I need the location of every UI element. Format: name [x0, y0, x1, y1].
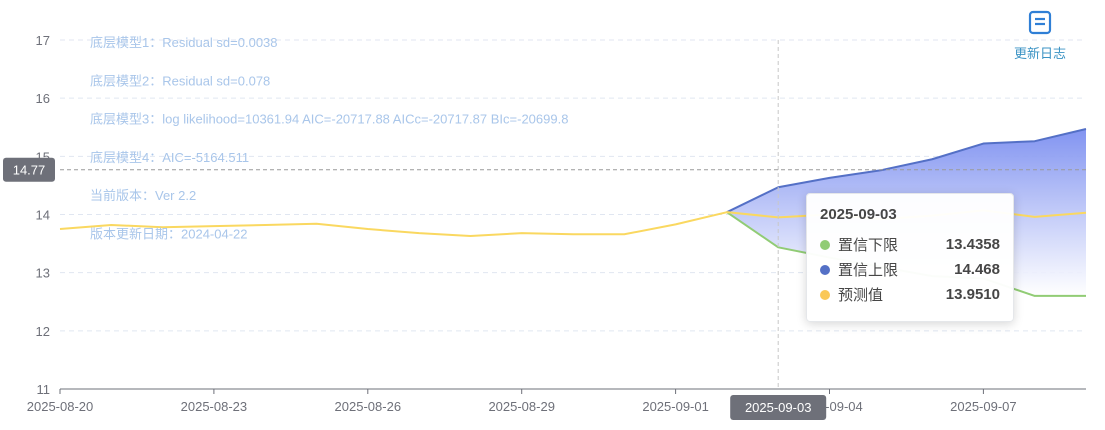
- tooltip-series-value: 13.4358: [945, 236, 1000, 253]
- x-axis: 2025-08-20 2025-08-23 2025-08-26 2025-08-29…: [27, 388, 1086, 414]
- update-log-label[interactable]: 更新日志: [1013, 46, 1066, 61]
- tooltip-series-name: 置信下限: [838, 237, 899, 254]
- y-tick-label: 17: [36, 33, 50, 48]
- model-note: 当前版本：Ver 2.2: [90, 188, 196, 203]
- tooltip-series-name: 预测值: [838, 287, 884, 304]
- y-tick-label: 11: [37, 382, 51, 397]
- tooltip-row: 预测值 13.9510: [820, 282, 1000, 307]
- update-log-button[interactable]: 更新日志: [1005, 10, 1075, 62]
- model-note: 底层模型1：Residual sd=0.0038: [90, 35, 278, 50]
- tooltip: 2025-09-03 置信下限 13.4358 置信上限 14.468 预测值 …: [806, 193, 1014, 322]
- x-tick-label: 2025-08-20: [27, 399, 94, 414]
- x-cursor-label: 2025-09-03: [745, 400, 812, 415]
- tooltip-series-name: 置信上限: [838, 262, 899, 279]
- y-tick-label: 14: [36, 208, 50, 223]
- model-note: 底层模型3：log likelihood=10361.94 AIC=-20717…: [90, 112, 568, 127]
- legend-dot: [820, 264, 830, 275]
- model-note: 版本更新日期：2024-04-22: [90, 227, 248, 242]
- x-tick-label: 2025-08-29: [488, 399, 555, 414]
- tooltip-series-value: 13.9510: [945, 286, 1000, 303]
- x-tick-label: 2025-08-26: [335, 399, 402, 414]
- model-note: 底层模型4：AIC=-5164.511: [90, 150, 249, 165]
- legend-dot: [820, 289, 830, 300]
- tooltip-series-value: 14.468: [954, 261, 1000, 278]
- x-tick-label: 2025-08-23: [181, 399, 248, 414]
- grid-lines: [60, 39, 1086, 332]
- y-tick-label: 16: [36, 91, 50, 106]
- model-notes: 底层模型1：Residual sd=0.0038 底层模型2：Residual s…: [90, 35, 568, 242]
- document-lines-icon: [1028, 10, 1052, 35]
- y-tick-label: 13: [36, 266, 50, 281]
- tooltip-row: 置信下限 13.4358: [820, 232, 1000, 257]
- tooltip-row: 置信上限 14.468: [820, 257, 1000, 282]
- series-line-upper: [726, 128, 1087, 214]
- legend-dot: [820, 239, 830, 250]
- y-cursor-badge: [3, 157, 55, 182]
- y-tick-label: 12: [36, 324, 50, 339]
- model-note: 底层模型2：Residual sd=0.078: [90, 73, 270, 88]
- y-cursor-label: 14.77: [13, 163, 46, 178]
- x-tick-label: 2025-09-01: [642, 399, 709, 414]
- x-tick-label: 2025-09-07: [950, 399, 1017, 414]
- crosshair-cursor: 14.77 2025-09-03: [3, 40, 1086, 420]
- tooltip-title: 2025-09-03: [820, 206, 897, 223]
- x-cursor-badge: [730, 395, 827, 420]
